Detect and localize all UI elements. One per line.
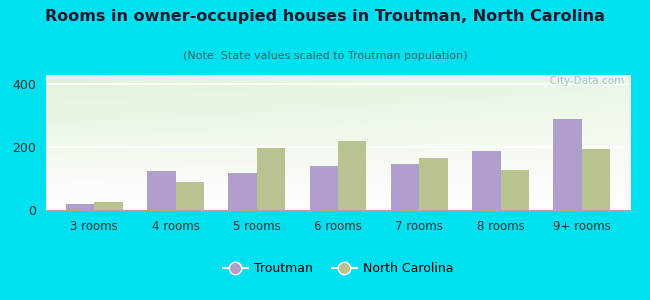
Bar [66,204,94,210]
Bar [582,149,610,210]
Bar [419,158,448,210]
Bar [147,171,176,210]
Bar [553,119,582,210]
Bar [309,166,338,210]
Text: City-Data.com: City-Data.com [543,76,625,86]
Bar [257,148,285,210]
Bar [338,141,367,210]
Text: Rooms in owner-occupied houses in Troutman, North Carolina: Rooms in owner-occupied houses in Troutm… [45,9,605,24]
Bar [500,170,529,210]
Bar [94,202,123,210]
Bar [391,164,419,210]
Bar [228,173,257,210]
Text: (Note: State values scaled to Troutman population): (Note: State values scaled to Troutman p… [183,51,467,61]
Bar [176,182,204,210]
Legend: Troutman, North Carolina: Troutman, North Carolina [218,257,458,280]
Bar [472,151,500,210]
